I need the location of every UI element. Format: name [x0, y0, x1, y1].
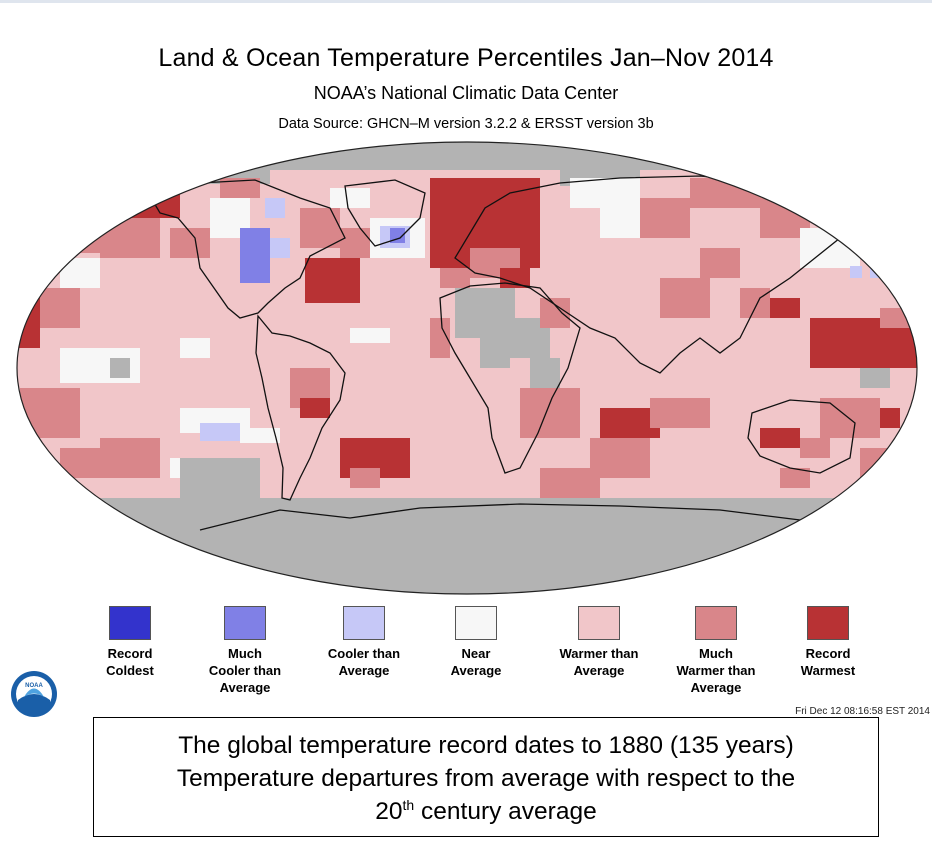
map-cell	[240, 428, 280, 443]
map-cell	[880, 408, 900, 428]
map-cell	[660, 278, 710, 318]
map-cell	[850, 266, 862, 278]
caption-century-text: century average	[414, 798, 597, 825]
map-cell	[265, 198, 285, 218]
map-cell	[540, 298, 570, 328]
legend-swatch	[455, 606, 497, 640]
map-cell	[870, 266, 882, 278]
caption-line-3: 20th century average	[94, 795, 878, 828]
map-border	[16, 141, 918, 595]
map-cell	[180, 458, 260, 498]
map-cell	[530, 358, 560, 388]
map-cell	[220, 178, 260, 198]
world-temperature-map	[16, 141, 918, 595]
map-cell	[690, 178, 750, 208]
map-cell	[350, 468, 380, 488]
map-cell	[270, 238, 290, 258]
map-cell	[330, 188, 370, 208]
map-cell	[700, 248, 740, 278]
legend-swatch	[343, 606, 385, 640]
map-subtitle: NOAA’s National Climatic Data Center	[313, 83, 619, 103]
data-source: Data Source: GHCN–M version 3.2.2 & ERSS…	[278, 116, 654, 132]
noaa-logo: NOAA	[11, 671, 57, 717]
map-cell	[640, 198, 690, 238]
map-cell	[180, 338, 210, 358]
legend-swatch	[807, 606, 849, 640]
caption-line-1: The global temperature record dates to 1…	[178, 732, 794, 759]
coastline-eurasia	[454, 175, 862, 374]
map-cell	[780, 178, 820, 203]
map-cell	[60, 258, 100, 288]
map-cell	[120, 188, 180, 218]
map-cell	[520, 388, 580, 438]
map-cell	[240, 228, 270, 283]
map-cell	[20, 388, 80, 438]
legend-swatch	[109, 606, 151, 640]
map-cell	[455, 198, 510, 238]
coastline-south-america	[255, 314, 346, 501]
coastline-antarctica	[199, 503, 861, 539]
map-cell	[40, 208, 110, 253]
map-cell	[740, 288, 770, 318]
map-cell	[350, 328, 390, 343]
legend-label: Record Warmest	[800, 646, 856, 678]
map-cell	[60, 448, 100, 478]
top-divider	[0, 0, 932, 3]
map-cell	[17, 298, 40, 348]
legend-label: Much Cooler than Average	[208, 646, 282, 695]
map-cell	[480, 338, 510, 368]
legend-label: Warmer than Average	[559, 646, 639, 678]
map-cell	[820, 398, 880, 438]
coastline-africa	[439, 282, 581, 474]
map-cell	[760, 428, 800, 448]
map-cell	[750, 178, 810, 208]
legend-swatch	[578, 606, 620, 640]
map-cell	[440, 268, 470, 288]
caption-century-number: 20	[375, 798, 403, 825]
map-cell	[300, 398, 330, 418]
map-cell	[650, 398, 710, 428]
map-cell	[200, 423, 240, 441]
coastline-australia	[747, 399, 856, 474]
map-cell	[390, 228, 405, 243]
map-cell	[110, 358, 130, 378]
map-cell	[620, 258, 660, 288]
noaa-logo-text: NOAA	[25, 683, 43, 689]
caption-box: The global temperature record dates to 1…	[93, 717, 879, 837]
map-cell	[780, 468, 810, 488]
map-title: Land & Ocean Temperature Percentiles Jan…	[158, 44, 774, 72]
timestamp: Fri Dec 12 08:16:58 EST 2014	[795, 706, 930, 717]
map-cell	[305, 258, 360, 303]
legend-label: Near Average	[450, 646, 502, 678]
map-cell	[300, 208, 340, 248]
legend-label: Cooler than Average	[327, 646, 401, 678]
map-cell	[540, 468, 600, 498]
legend-label: Much Warmer than Average	[676, 646, 756, 695]
map-cell	[860, 448, 910, 488]
map-cell	[17, 498, 917, 594]
legend-swatch	[224, 606, 266, 640]
map-cell	[880, 308, 910, 328]
coastline-north-america	[149, 179, 346, 319]
map-cell	[860, 368, 890, 388]
map-cell	[770, 298, 800, 318]
map-cell	[100, 438, 160, 478]
caption-century-suffix: th	[402, 796, 415, 813]
coastline-greenland	[344, 179, 426, 247]
coastlines	[149, 175, 862, 539]
map-cell	[430, 318, 450, 358]
map-cell	[800, 438, 830, 458]
map-cell	[570, 178, 640, 208]
caption-line-2: Temperature departures from average with…	[176, 765, 796, 792]
map-cell	[17, 142, 917, 170]
legend-label: Record Coldest	[106, 646, 154, 678]
map-cell	[100, 218, 160, 258]
legend-swatch	[695, 606, 737, 640]
